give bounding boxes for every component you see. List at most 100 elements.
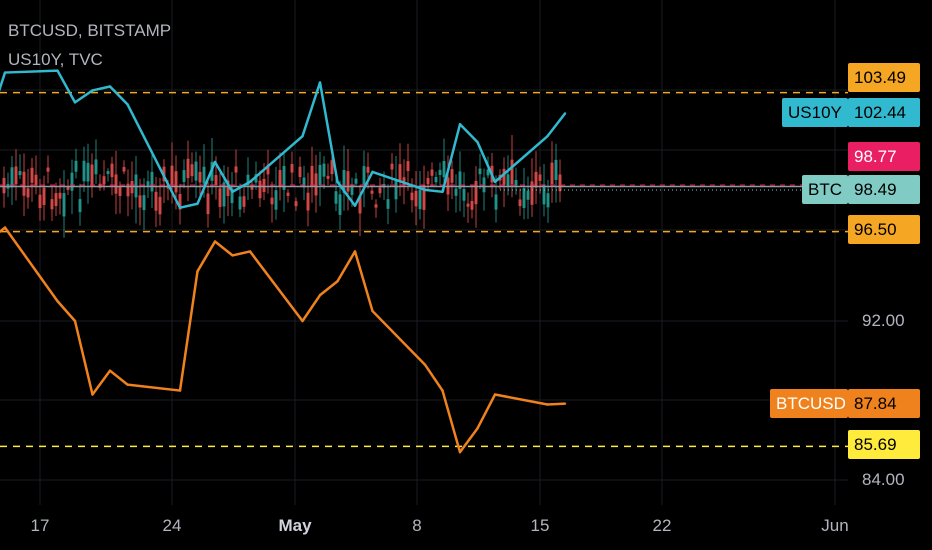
candle-body: [126, 183, 130, 197]
candle-body: [78, 199, 82, 213]
candle-body: [270, 197, 274, 205]
candle-body: [54, 193, 58, 206]
series-point-us10y: [126, 103, 129, 106]
candle-body: [258, 180, 262, 199]
series-point-us10y: [423, 188, 427, 192]
candle-body: [346, 171, 350, 192]
candle-body: [542, 184, 546, 205]
candle-body: [502, 168, 506, 185]
candle-body: [290, 163, 294, 173]
candle-body: [462, 188, 466, 201]
candle-body: [406, 161, 410, 172]
series-point-us10y: [248, 180, 252, 184]
candle-body: [414, 190, 418, 207]
series-point-btcusd: [371, 309, 374, 313]
candle-body: [106, 171, 110, 175]
series-point-btcusd: [231, 254, 234, 257]
candle-body: [426, 177, 430, 185]
x-tick-8: 8: [412, 516, 422, 535]
candle-body: [330, 160, 334, 175]
candle-body: [538, 174, 542, 181]
legend-us10y: US10Y, TVC: [8, 50, 103, 69]
candle-body: [158, 196, 162, 215]
candle-body: [358, 196, 362, 214]
series-point-btcusd: [3, 226, 7, 229]
level-lines: [0, 91, 848, 448]
candle-body: [218, 188, 222, 207]
candle-body: [66, 186, 70, 190]
candle-body: [22, 171, 26, 196]
y-tick-92: 92.00: [862, 311, 905, 330]
candle-body: [2, 177, 6, 194]
series-point-us10y: [108, 85, 112, 88]
candle-body: [42, 187, 46, 206]
candle-body: [274, 190, 278, 210]
series-point-us10y: [563, 112, 567, 115]
series-point-btcusd: [493, 393, 497, 396]
btcusd-label-badge: BTCUSD: [770, 389, 848, 418]
candle-body: [318, 164, 322, 186]
x-tick-may: May: [278, 516, 312, 535]
candle-body: [310, 165, 314, 187]
series-point-btcusd: [56, 299, 59, 303]
candle-body: [530, 181, 534, 205]
series-lines: [0, 69, 567, 454]
candle-body: [222, 182, 226, 207]
series-point-us10y: [458, 123, 462, 126]
candle-body: [322, 163, 326, 177]
candle-body: [242, 196, 246, 207]
candle-body: [338, 194, 342, 215]
candle-body: [170, 165, 174, 185]
series-point-us10y: [371, 170, 374, 174]
candle-body: [238, 196, 242, 210]
candle-body: [186, 158, 190, 179]
candle-body: [370, 190, 374, 194]
candle-body: [518, 199, 522, 207]
candle-body: [154, 191, 158, 211]
candle-body: [266, 164, 270, 175]
candle-body: [294, 201, 298, 207]
x-tick-15: 15: [530, 516, 550, 535]
candle-body: [50, 199, 54, 210]
series-point-btcusd: [353, 250, 357, 253]
candle-body: [226, 180, 230, 196]
series-point-btcusd: [441, 389, 444, 392]
candle-body: [94, 159, 98, 175]
us10y-value-badge: 102.44: [848, 98, 920, 127]
candle-body: [314, 173, 318, 196]
candle-body: [58, 192, 62, 199]
series-point-btcusd: [476, 427, 479, 430]
candle-body: [142, 195, 146, 211]
x-tick-22: 22: [652, 516, 672, 535]
candle-body: [334, 191, 338, 204]
candle-body: [550, 162, 554, 185]
series-point-us10y: [3, 71, 7, 74]
series-point-us10y: [178, 206, 182, 209]
candle-body: [326, 175, 330, 179]
candle-body: [182, 170, 186, 182]
candle-body: [514, 179, 518, 186]
candle-body: [434, 176, 438, 183]
us10y-label-badge: US10Y: [782, 98, 848, 127]
candle-body: [82, 160, 86, 182]
candle-body: [506, 174, 510, 187]
candle-body: [146, 181, 150, 186]
candle-body: [558, 174, 562, 192]
candle-body: [486, 169, 490, 176]
candle-body: [70, 172, 74, 191]
candle-body: [350, 184, 354, 195]
candle-body: [282, 166, 286, 190]
btcusd-value-badge: 87.84: [848, 389, 920, 418]
candle-body: [234, 166, 238, 173]
series-point-btcusd: [318, 293, 322, 297]
candle-body: [362, 166, 366, 186]
x-tick-jun: Jun: [821, 516, 849, 535]
level-badge-bottom: 85.69: [848, 430, 920, 459]
series-point-us10y: [196, 202, 199, 205]
candle-body: [478, 168, 482, 175]
candle-body: [110, 163, 114, 178]
candle-body: [18, 170, 22, 176]
series-point-btcusd: [108, 369, 112, 372]
btc-value-badge: 98.49: [848, 175, 920, 204]
